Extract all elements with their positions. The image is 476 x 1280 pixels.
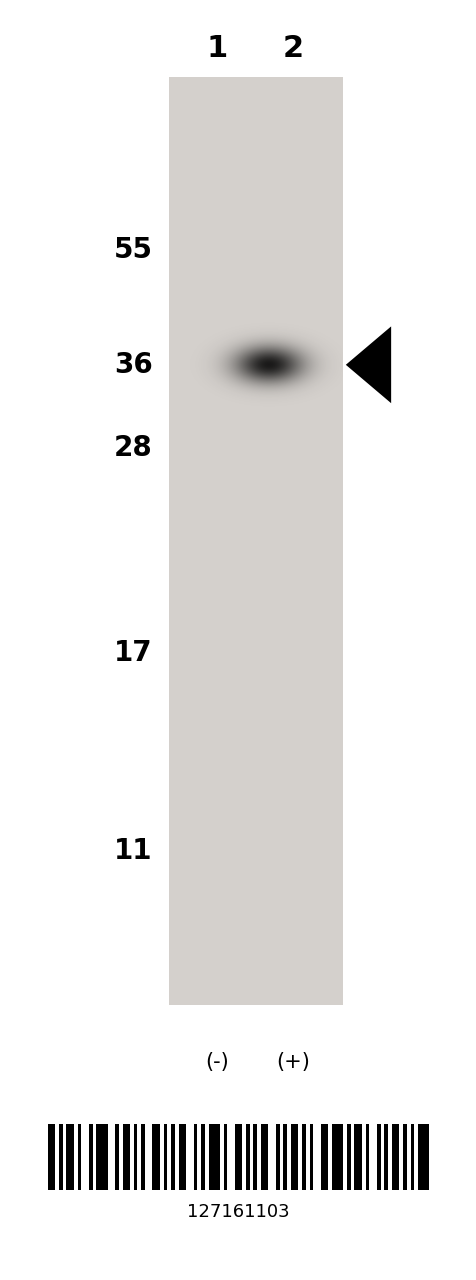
Bar xyxy=(141,1124,145,1190)
Text: 1: 1 xyxy=(206,35,227,63)
Bar xyxy=(96,1124,107,1190)
Bar xyxy=(115,1124,119,1190)
Bar xyxy=(246,1124,249,1190)
Bar xyxy=(133,1124,137,1190)
Bar xyxy=(178,1124,186,1190)
Bar xyxy=(260,1124,268,1190)
Bar xyxy=(283,1124,287,1190)
Text: 36: 36 xyxy=(114,351,152,379)
Text: 28: 28 xyxy=(114,434,152,462)
Bar xyxy=(169,77,343,1005)
Bar xyxy=(384,1124,387,1190)
Bar xyxy=(59,1124,62,1190)
Bar xyxy=(354,1124,361,1190)
Bar xyxy=(417,1124,428,1190)
Bar xyxy=(320,1124,327,1190)
Bar xyxy=(391,1124,398,1190)
Bar xyxy=(402,1124,406,1190)
Bar xyxy=(346,1124,350,1190)
Bar xyxy=(275,1124,279,1190)
Bar xyxy=(309,1124,313,1190)
Bar xyxy=(163,1124,167,1190)
Polygon shape xyxy=(345,326,390,403)
Bar xyxy=(290,1124,298,1190)
Bar xyxy=(410,1124,414,1190)
Text: (-): (-) xyxy=(205,1052,228,1073)
Bar xyxy=(78,1124,81,1190)
Bar xyxy=(122,1124,130,1190)
Bar xyxy=(208,1124,219,1190)
Bar xyxy=(331,1124,343,1190)
Text: 127161103: 127161103 xyxy=(187,1203,289,1221)
Bar xyxy=(301,1124,305,1190)
Text: 2: 2 xyxy=(282,35,303,63)
Bar xyxy=(376,1124,380,1190)
Bar xyxy=(171,1124,175,1190)
Bar xyxy=(193,1124,197,1190)
Bar xyxy=(253,1124,257,1190)
Bar xyxy=(48,1124,55,1190)
Bar xyxy=(89,1124,92,1190)
Bar xyxy=(223,1124,227,1190)
Bar xyxy=(365,1124,369,1190)
Text: 17: 17 xyxy=(114,639,152,667)
Bar xyxy=(234,1124,242,1190)
Bar xyxy=(66,1124,74,1190)
Text: 55: 55 xyxy=(113,236,152,264)
Bar xyxy=(201,1124,204,1190)
Text: (+): (+) xyxy=(276,1052,310,1073)
Bar xyxy=(152,1124,159,1190)
Text: 11: 11 xyxy=(114,837,152,865)
